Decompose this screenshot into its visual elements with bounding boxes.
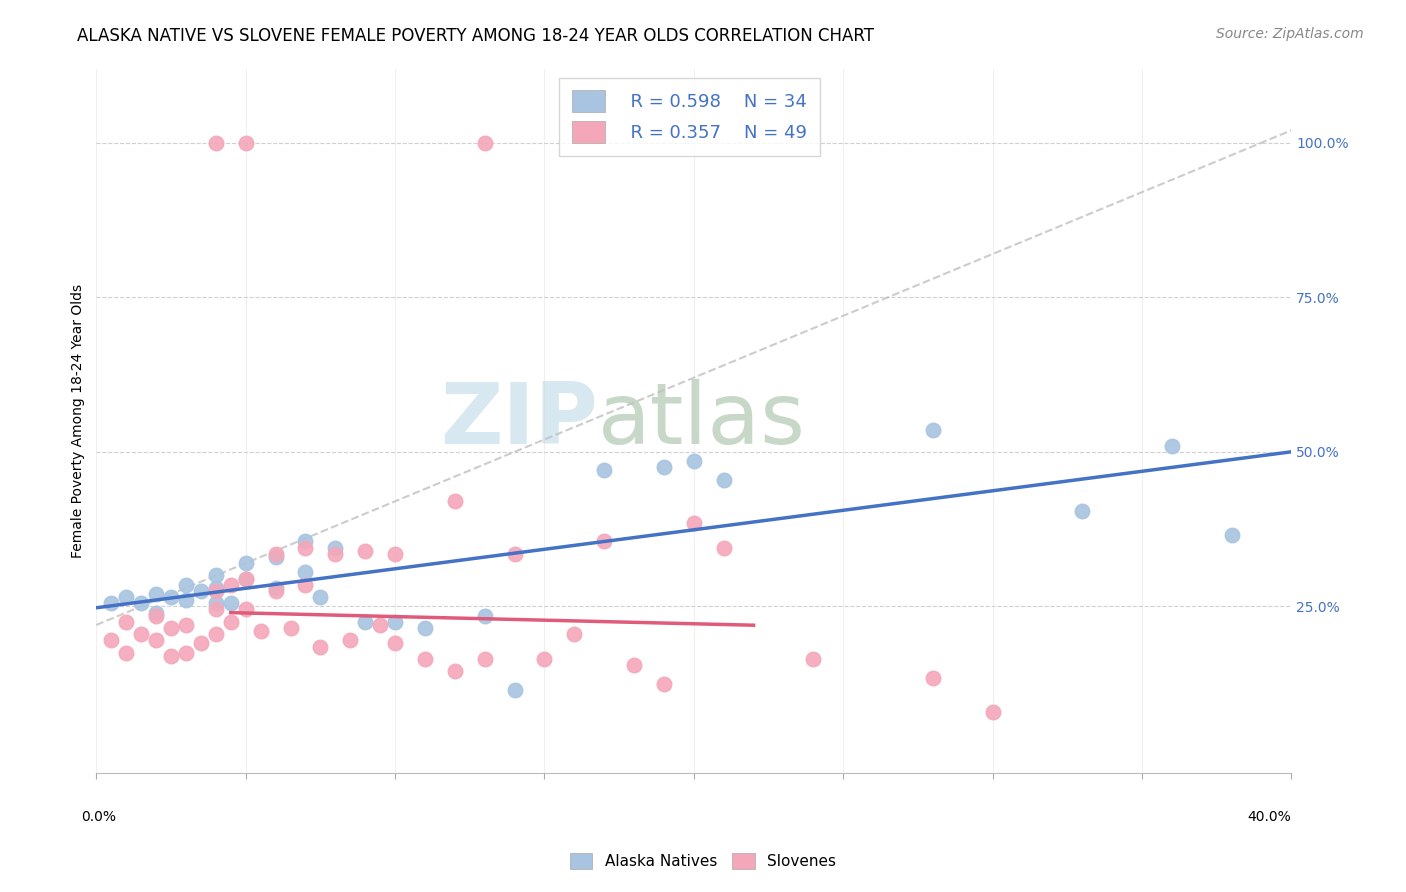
Point <box>562 627 585 641</box>
Text: 40.0%: 40.0% <box>1247 811 1291 824</box>
Point <box>115 590 138 604</box>
Point <box>219 578 242 592</box>
Legend:   R = 0.598    N = 34,   R = 0.357    N = 49: R = 0.598 N = 34, R = 0.357 N = 49 <box>560 78 820 156</box>
Legend: Alaska Natives, Slovenes: Alaska Natives, Slovenes <box>564 847 842 875</box>
Point <box>339 633 361 648</box>
Point <box>190 583 212 598</box>
Point <box>368 618 391 632</box>
Point <box>593 463 616 477</box>
Point <box>801 652 824 666</box>
Point <box>145 608 167 623</box>
Point <box>682 516 704 530</box>
Point <box>235 572 257 586</box>
Point <box>384 615 406 629</box>
Point <box>325 547 347 561</box>
Point <box>474 608 496 623</box>
Point <box>174 646 197 660</box>
Point <box>129 596 152 610</box>
Point <box>280 621 302 635</box>
Point <box>444 494 467 508</box>
Point <box>160 648 183 663</box>
Point <box>235 136 257 150</box>
Point <box>713 541 735 555</box>
Text: ALASKA NATIVE VS SLOVENE FEMALE POVERTY AMONG 18-24 YEAR OLDS CORRELATION CHART: ALASKA NATIVE VS SLOVENE FEMALE POVERTY … <box>77 27 875 45</box>
Point <box>444 665 467 679</box>
Point <box>474 652 496 666</box>
Point <box>384 547 406 561</box>
Point <box>100 596 122 610</box>
Point <box>205 627 228 641</box>
Point <box>294 541 316 555</box>
Point <box>264 581 287 595</box>
Point <box>623 658 645 673</box>
Point <box>713 473 735 487</box>
Point <box>294 578 316 592</box>
Point <box>190 636 212 650</box>
Point <box>174 593 197 607</box>
Point <box>325 541 347 555</box>
Point <box>354 543 377 558</box>
Point <box>309 590 332 604</box>
Point <box>294 534 316 549</box>
Point <box>413 652 436 666</box>
Point <box>205 136 228 150</box>
Point <box>503 682 526 697</box>
Point <box>145 606 167 620</box>
Point <box>921 671 943 685</box>
Point <box>205 581 228 595</box>
Point <box>593 534 616 549</box>
Point <box>145 587 167 601</box>
Text: Source: ZipAtlas.com: Source: ZipAtlas.com <box>1216 27 1364 41</box>
Point <box>264 549 287 564</box>
Point <box>264 583 287 598</box>
Point <box>205 596 228 610</box>
Point <box>115 615 138 629</box>
Point <box>160 590 183 604</box>
Point <box>384 636 406 650</box>
Point <box>921 423 943 437</box>
Point <box>249 624 271 639</box>
Point <box>294 566 316 580</box>
Y-axis label: Female Poverty Among 18-24 Year Olds: Female Poverty Among 18-24 Year Olds <box>72 284 86 558</box>
Point <box>174 618 197 632</box>
Point <box>533 652 555 666</box>
Point <box>205 583 228 598</box>
Point <box>1220 528 1243 542</box>
Point <box>205 568 228 582</box>
Point <box>503 547 526 561</box>
Point <box>652 460 675 475</box>
Point <box>235 602 257 616</box>
Point <box>1071 503 1094 517</box>
Point <box>160 621 183 635</box>
Point <box>682 454 704 468</box>
Point <box>145 633 167 648</box>
Point <box>354 615 377 629</box>
Point <box>981 705 1004 719</box>
Text: atlas: atlas <box>598 379 806 462</box>
Point <box>235 556 257 570</box>
Point <box>474 136 496 150</box>
Point <box>264 547 287 561</box>
Point <box>1160 439 1182 453</box>
Point <box>235 572 257 586</box>
Point <box>174 578 197 592</box>
Point <box>205 602 228 616</box>
Point <box>100 633 122 648</box>
Point <box>219 615 242 629</box>
Point <box>115 646 138 660</box>
Text: 0.0%: 0.0% <box>82 811 117 824</box>
Point <box>652 676 675 690</box>
Point <box>413 621 436 635</box>
Point <box>219 596 242 610</box>
Text: ZIP: ZIP <box>440 379 598 462</box>
Point <box>129 627 152 641</box>
Point <box>309 640 332 654</box>
